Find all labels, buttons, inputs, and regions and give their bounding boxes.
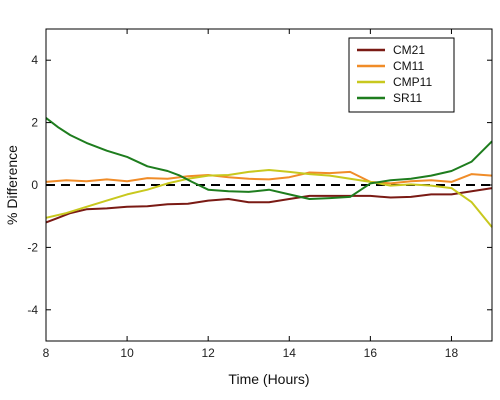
y-tick-label: 2 — [31, 116, 38, 130]
x-tick-label: 10 — [120, 346, 134, 360]
series-line-cmp11 — [45, 169, 493, 228]
series-line-cm21 — [45, 187, 493, 224]
x-tick-label: 16 — [364, 346, 378, 360]
y-tick-label: 4 — [31, 53, 38, 67]
x-tick-label: 12 — [202, 346, 216, 360]
y-tick-label: -4 — [27, 303, 38, 317]
x-tick-label: 8 — [43, 346, 50, 360]
legend: CM21 CM11 CMP11 SR11 — [348, 37, 455, 113]
legend-label-cm11: CM11 — [393, 59, 424, 73]
x-tick-label: 18 — [445, 346, 459, 360]
x-axis-title: Time (Hours) — [228, 371, 309, 387]
series-line-sr11 — [45, 117, 493, 200]
x-tick-label: 14 — [283, 346, 297, 360]
y-tick-label: -2 — [27, 240, 38, 254]
y-axis-title: % Difference — [4, 145, 20, 225]
legend-label-sr11: SR11 — [393, 91, 422, 105]
series-line-cm11 — [45, 170, 493, 185]
y-tick-label: 0 — [31, 178, 38, 192]
legend-label-cmp11: CMP11 — [393, 75, 432, 89]
legend-label-cm21: CM21 — [393, 43, 425, 57]
